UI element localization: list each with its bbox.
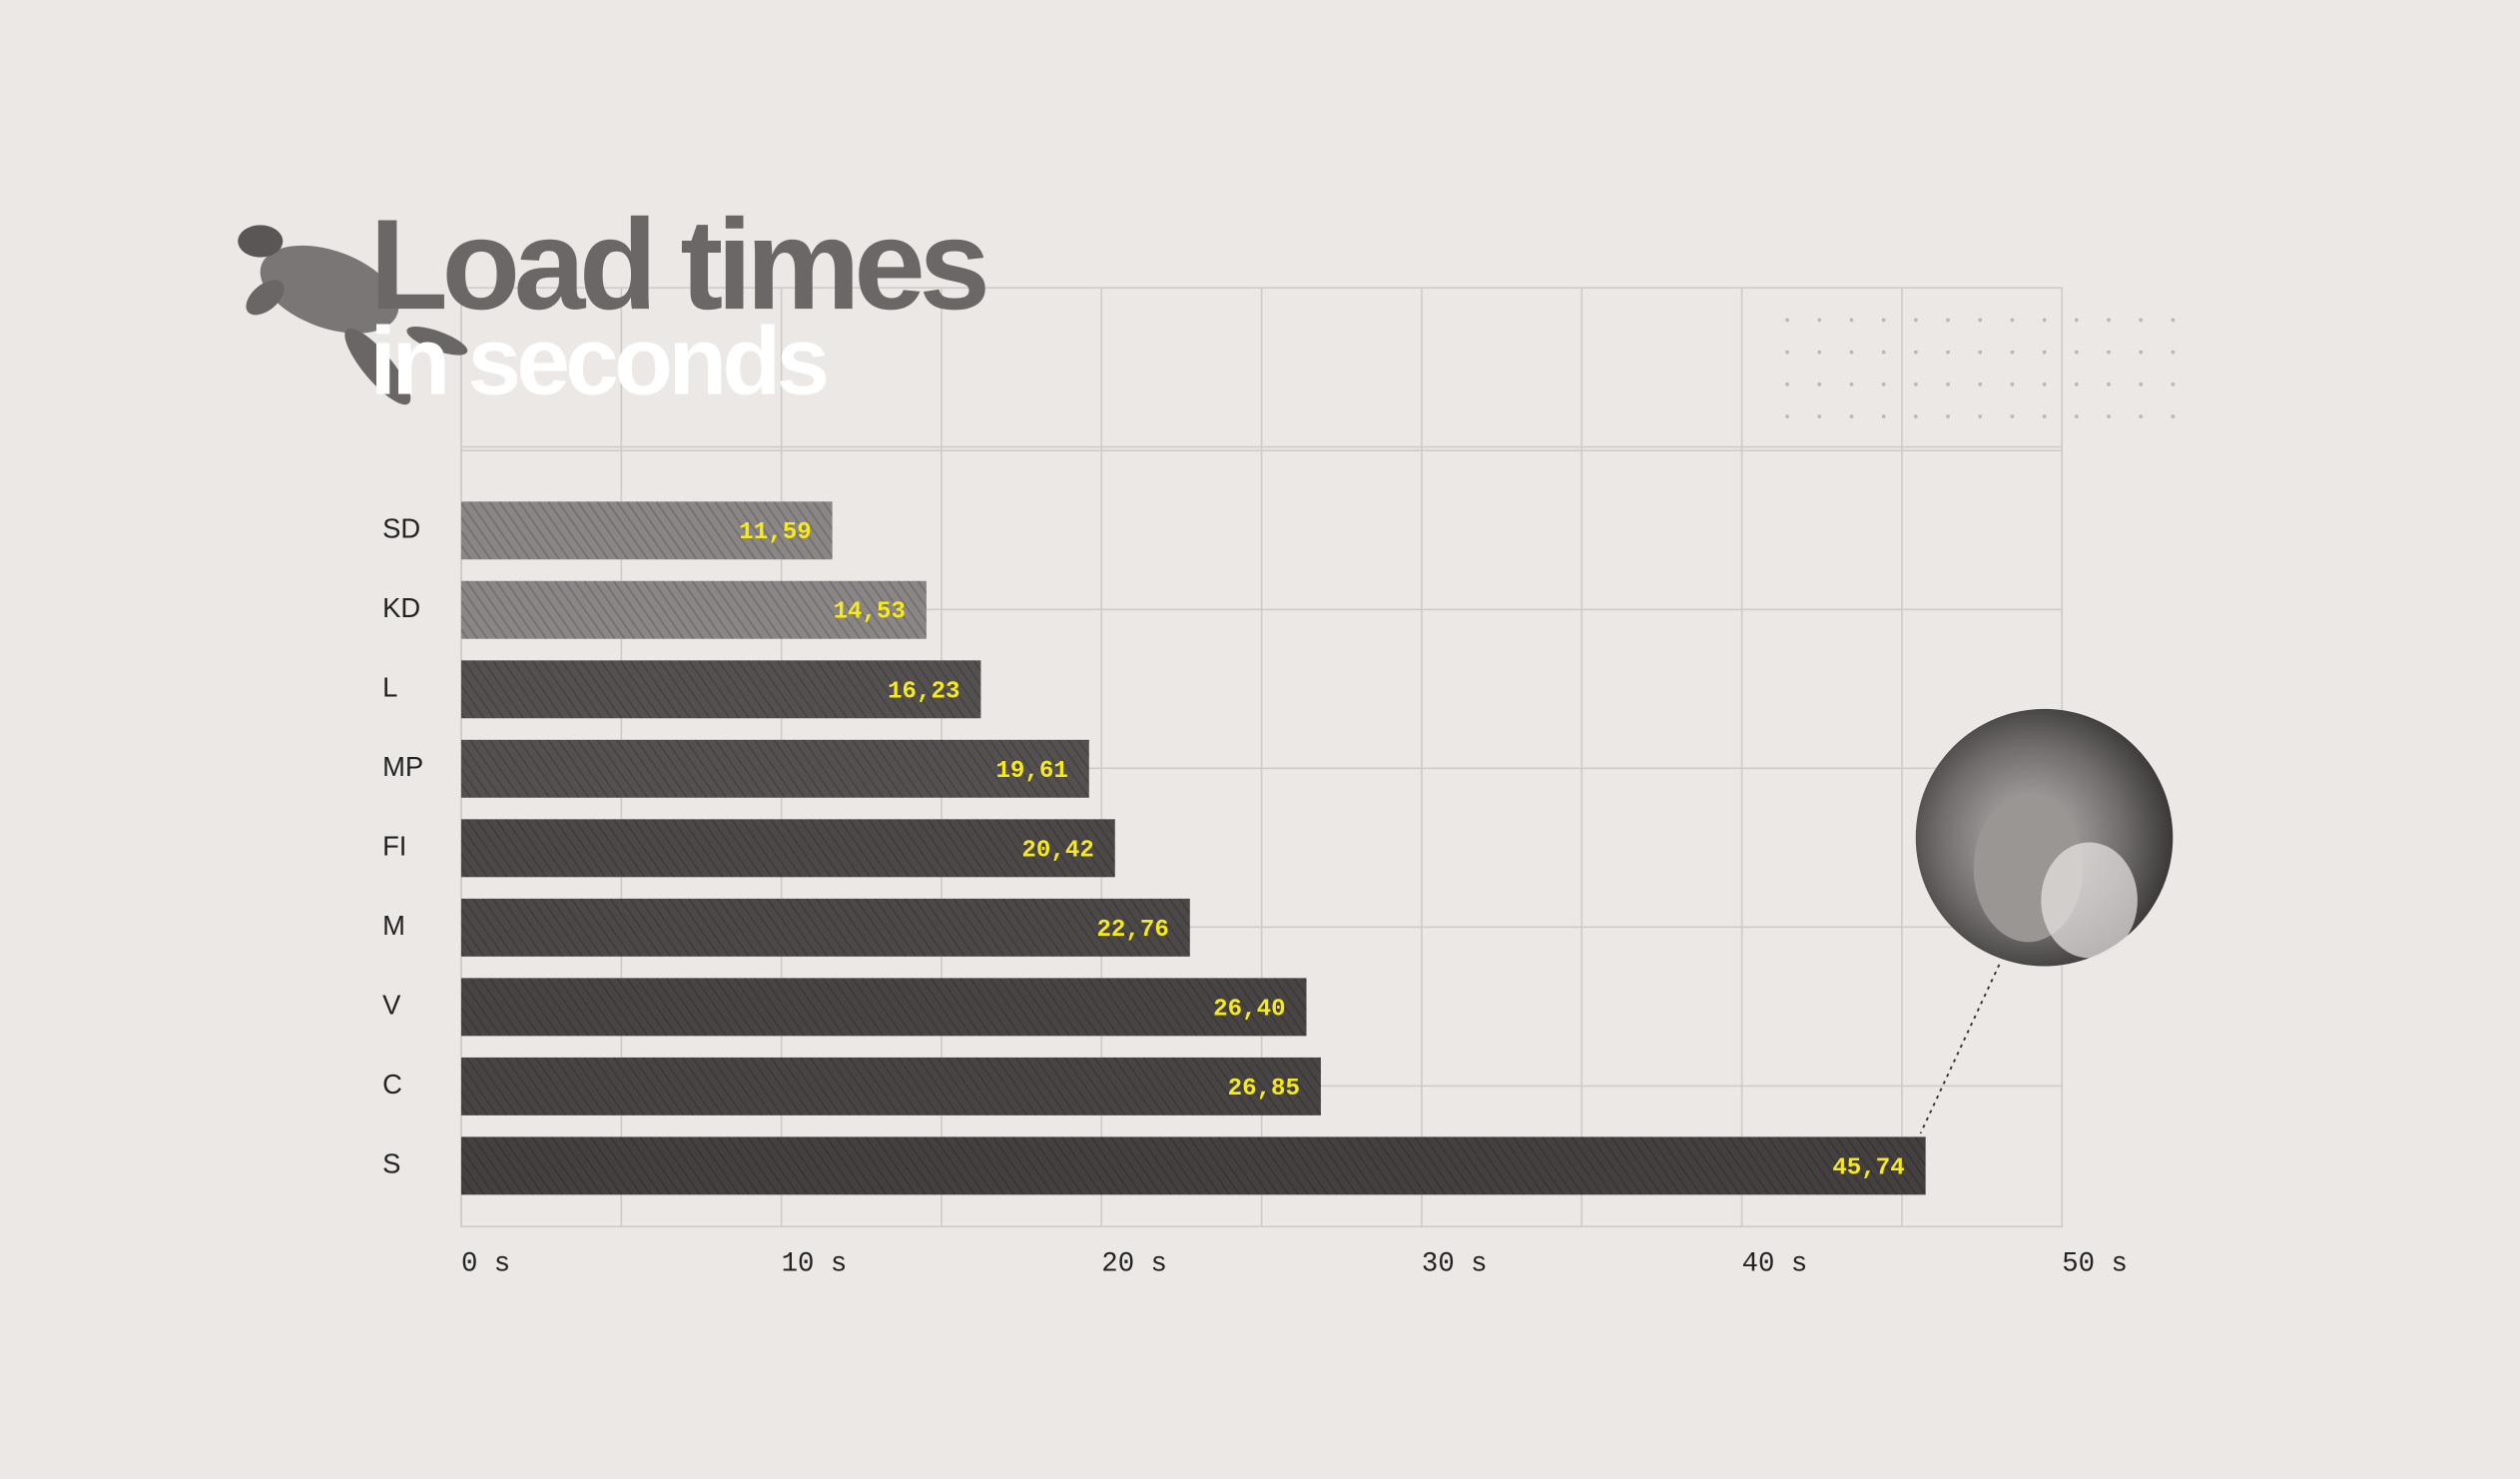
x-tick-label: 20 s: [1101, 1248, 1167, 1279]
value-label: 11,59: [739, 519, 811, 546]
value-label: 22,76: [1096, 917, 1168, 944]
y-tick-label: FI: [382, 831, 406, 862]
bar: [460, 1057, 1321, 1115]
y-tick-label: V: [382, 990, 401, 1021]
value-label: 26,40: [1213, 996, 1285, 1023]
bar: [460, 898, 1190, 957]
x-tick-label: 30 s: [1422, 1248, 1488, 1279]
bar: [460, 580, 927, 639]
bar: [460, 739, 1089, 798]
x-tick-label: 10 s: [782, 1248, 848, 1279]
value-label: 20,42: [1021, 837, 1093, 864]
x-tick-label: 50 s: [2062, 1248, 2128, 1279]
y-tick-label: KD: [382, 592, 420, 623]
value-label: 14,53: [834, 599, 906, 626]
value-label: 16,23: [888, 678, 959, 705]
portrait: [1915, 708, 2174, 1134]
value-label: 45,74: [1832, 1154, 1904, 1181]
x-tick-label: 0 s: [461, 1248, 510, 1279]
chart-title: Load times: [369, 193, 985, 337]
y-tick-label: M: [382, 910, 405, 941]
turtle: [238, 225, 468, 405]
chart-subtitle: in seconds: [369, 308, 826, 414]
value-label: 19,61: [995, 758, 1067, 785]
y-tick-label: S: [382, 1148, 400, 1179]
bars: 11,59 14,53 16,23 19,61 20,42 22,76 26,40 26,85…: [460, 501, 1926, 1195]
value-label: 26,85: [1228, 1076, 1300, 1103]
bar: [460, 819, 1115, 878]
y-tick-label: SD: [382, 512, 420, 543]
y-tick-label: C: [382, 1069, 402, 1100]
dot-pattern: [1775, 309, 2188, 431]
bar: [460, 978, 1307, 1037]
y-tick-label: L: [382, 672, 397, 703]
bar: [460, 660, 981, 719]
bar: [460, 501, 833, 560]
bar: [460, 1136, 1926, 1195]
y-tick-label: MP: [382, 751, 423, 782]
x-tick-label: 40 s: [1742, 1248, 1808, 1279]
